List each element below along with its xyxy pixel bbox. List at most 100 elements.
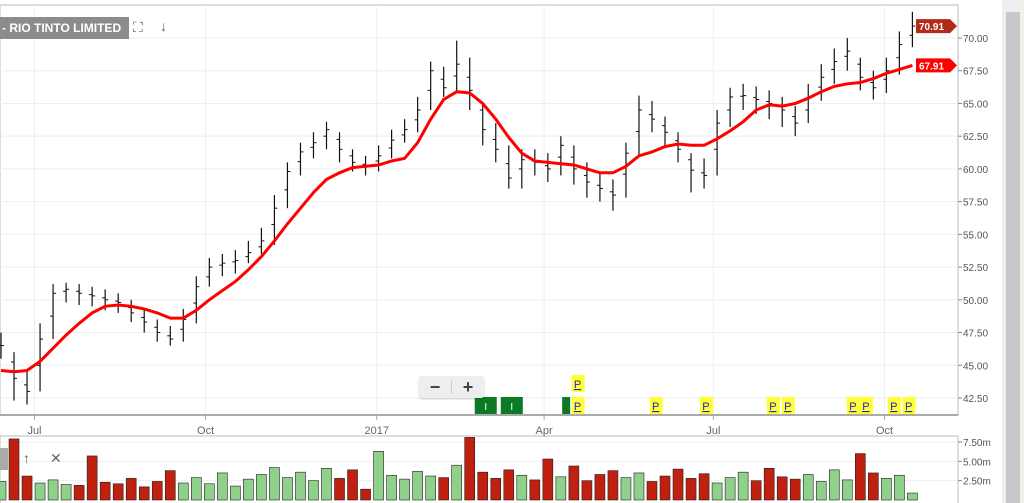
price-tick-label: 67.50 bbox=[963, 67, 988, 78]
event-marker-p bbox=[649, 397, 663, 414]
volume-bar bbox=[399, 478, 410, 501]
moving-average-line bbox=[0, 63, 913, 374]
volume-bar bbox=[516, 474, 528, 501]
event-label: P bbox=[652, 401, 659, 413]
ma-value-tag: 67.91 bbox=[919, 61, 944, 72]
volume-bar bbox=[347, 469, 358, 501]
volume-bar bbox=[191, 477, 202, 501]
volume-bar bbox=[0, 481, 7, 501]
arrow-up-icon[interactable]: ↑ bbox=[23, 450, 30, 466]
volume-bar bbox=[21, 475, 33, 501]
volume-bar bbox=[321, 468, 332, 501]
volume-bar bbox=[204, 483, 215, 501]
event-label: I bbox=[510, 402, 513, 413]
event-marker-i bbox=[474, 397, 497, 414]
event-label: P bbox=[784, 401, 791, 413]
volume-bar bbox=[815, 481, 827, 501]
price-tick-label: 47.50 bbox=[963, 329, 988, 340]
volume-bar bbox=[230, 485, 241, 501]
volume-bar bbox=[568, 465, 580, 501]
arrow-down-icon[interactable]: ↓ bbox=[160, 18, 167, 34]
volume-bar bbox=[295, 471, 306, 501]
volume-bar bbox=[763, 468, 775, 501]
volume-bar bbox=[282, 477, 293, 501]
volume-bar bbox=[750, 480, 762, 501]
event-markers: I IPP P P P P P P P P bbox=[474, 375, 916, 414]
volume-bar bbox=[269, 467, 280, 501]
price-chart[interactable]: I IPP P P P P P P P P 42.5045.0047.5050.0052.5055… bbox=[0, 0, 1002, 503]
price-tick-label: 65.00 bbox=[963, 99, 988, 110]
event-label: I bbox=[484, 402, 487, 413]
event-marker-p bbox=[902, 397, 916, 414]
ma-value-tag-bg bbox=[916, 58, 957, 73]
volume-bar bbox=[646, 481, 658, 501]
event-label: P bbox=[702, 401, 709, 413]
event-marker-p bbox=[766, 397, 780, 414]
event-marker-p bbox=[571, 397, 585, 414]
volume-tick-label: 5.00m bbox=[963, 457, 991, 468]
x-tick-label: Jul bbox=[27, 425, 41, 437]
volume-bar bbox=[776, 476, 788, 501]
event-marker-p bbox=[571, 375, 585, 392]
price-tick-label: 55.00 bbox=[963, 230, 988, 241]
price-tick-label: 57.50 bbox=[963, 198, 988, 209]
axes: 42.50 45.00 47.50 50.00 52.50 55.00 57.50 60.00… bbox=[0, 34, 991, 488]
volume-bar bbox=[503, 469, 515, 501]
volume-bar bbox=[894, 474, 905, 501]
volume-bar bbox=[47, 479, 59, 501]
volume-bar bbox=[685, 478, 697, 501]
volume-bar bbox=[451, 464, 463, 501]
volume-bar bbox=[789, 478, 801, 501]
zoom-in-button[interactable]: + bbox=[462, 376, 474, 397]
volume-bar bbox=[881, 478, 892, 501]
volume-bar bbox=[633, 472, 645, 501]
event-marker-i bbox=[562, 397, 571, 414]
event-label: P bbox=[769, 401, 776, 413]
volume-bar bbox=[594, 474, 606, 501]
volume-bar bbox=[620, 477, 632, 501]
event-marker-p bbox=[887, 397, 901, 414]
volume-tick-label: 2.50m bbox=[963, 477, 991, 488]
volume-bar bbox=[373, 451, 384, 501]
volume-bar bbox=[711, 482, 723, 501]
event-label: P bbox=[574, 401, 581, 413]
event-marker-i bbox=[500, 397, 523, 414]
volume-bar bbox=[464, 437, 476, 501]
volume-bar bbox=[724, 477, 736, 501]
volume-bar bbox=[477, 471, 489, 501]
x-tick-label: Oct bbox=[197, 425, 214, 437]
side-panel bbox=[1020, 0, 1024, 503]
volume-bar bbox=[698, 473, 710, 501]
panel-handle[interactable] bbox=[0, 448, 8, 470]
volume-bar bbox=[555, 476, 567, 501]
volume-bar bbox=[425, 475, 436, 501]
volume-bar bbox=[529, 479, 541, 501]
volume-bar bbox=[672, 468, 684, 501]
zoom-out-button[interactable]: − bbox=[429, 376, 441, 397]
volume-bar bbox=[217, 472, 228, 501]
x-tick-label: 2017 bbox=[364, 425, 388, 437]
zoom-control: − + bbox=[419, 376, 484, 398]
event-marker-p bbox=[846, 397, 860, 414]
price-tags: 70.91 67.91 bbox=[916, 19, 957, 73]
volume-bar bbox=[542, 458, 554, 501]
volume-bar bbox=[256, 474, 267, 501]
volume-bar bbox=[841, 479, 853, 501]
volume-bar bbox=[659, 475, 671, 501]
volume-bar bbox=[386, 474, 397, 501]
last-price-tag: 70.91 bbox=[919, 22, 944, 33]
price-panel bbox=[0, 4, 959, 416]
volume-bar bbox=[112, 483, 124, 501]
price-tick-label: 70.00 bbox=[963, 34, 988, 45]
event-marker-p bbox=[859, 397, 873, 414]
volume-bar bbox=[138, 486, 150, 501]
close-icon[interactable]: ✕ bbox=[50, 450, 62, 466]
volume-bar bbox=[8, 438, 20, 501]
fullscreen-icon[interactable]: ⛶ bbox=[133, 19, 143, 35]
scrollbar-thumb[interactable] bbox=[1006, 12, 1020, 503]
event-label: P bbox=[905, 401, 912, 413]
instrument-title[interactable]: - RIO TINTO LIMITED bbox=[0, 17, 130, 39]
volume-bar bbox=[125, 478, 137, 501]
event-marker-p bbox=[781, 397, 795, 414]
volume-bar bbox=[334, 478, 345, 501]
